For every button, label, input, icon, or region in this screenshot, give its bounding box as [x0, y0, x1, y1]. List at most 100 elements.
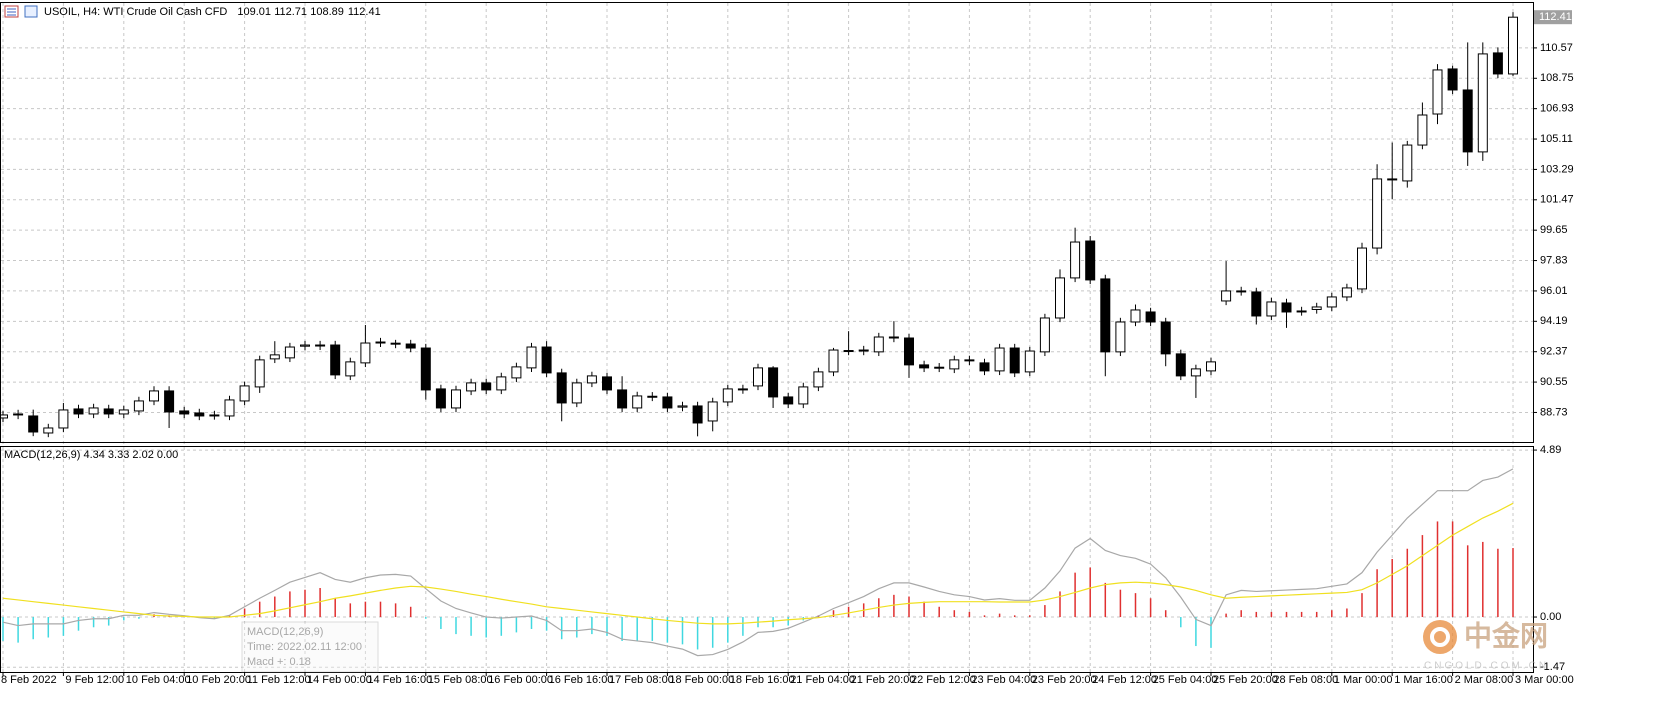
- candle-body: [360, 342, 371, 364]
- x-tick-label: 15 Feb 08:00: [428, 674, 493, 686]
- y-tick-label: 92.37: [1540, 346, 1568, 358]
- candle-body: [1145, 311, 1156, 323]
- x-tick-label: 10 Feb 20:00: [186, 674, 251, 686]
- histogram-bar: [1300, 611, 1303, 618]
- histogram-bar: [832, 610, 835, 618]
- tooltip: MACD(12,26,9) Time: 2022.02.11 12:00 Mac…: [241, 621, 379, 673]
- histogram-bar: [983, 615, 986, 618]
- candle-body: [632, 395, 643, 409]
- x-tick-label: 21 Feb 20:00: [851, 674, 916, 686]
- candle-body: [1296, 310, 1307, 313]
- candle-body: [133, 400, 144, 412]
- price-pane-border: [0, 2, 1534, 443]
- candle-body: [1251, 291, 1262, 317]
- histogram-bar: [545, 617, 548, 631]
- y-tick-label: 0.00: [1540, 611, 1561, 623]
- candle-body: [300, 344, 310, 347]
- watermark-text: 中金网: [1464, 619, 1548, 651]
- histogram-bar: [1119, 589, 1122, 618]
- histogram-bar: [1346, 608, 1348, 618]
- histogram-bar: [500, 617, 503, 636]
- histogram-bar: [349, 603, 352, 618]
- candle-body: [496, 376, 507, 391]
- histogram-bar: [666, 617, 669, 643]
- histogram-bar: [1029, 615, 1031, 618]
- histogram-bar: [92, 617, 95, 628]
- x-tick-label: 14 Feb 00:00: [307, 674, 372, 686]
- candle-body: [949, 359, 960, 370]
- y-tick-label: 106.93: [1540, 103, 1574, 115]
- candle-body: [435, 388, 446, 409]
- x-tick-label: 25 Feb 20:00: [1213, 674, 1278, 686]
- histogram-bar: [1421, 535, 1424, 618]
- candle-body: [541, 346, 552, 374]
- candle-body: [707, 401, 718, 422]
- candle-body: [1024, 350, 1035, 373]
- candle-body: [1236, 290, 1247, 293]
- candle-body: [1039, 317, 1050, 353]
- watermark: 中金网 CNGOLD.COM.CN: [1423, 619, 1548, 672]
- candle-body: [1326, 296, 1337, 308]
- histogram-bar: [515, 617, 518, 633]
- header-high: 112.71: [274, 6, 307, 18]
- histogram-bar: [606, 617, 608, 636]
- x-tick-label: 2 Mar 08:00: [1455, 674, 1514, 686]
- histogram-bar: [1013, 615, 1016, 618]
- histogram-bar: [2, 617, 4, 641]
- candle-body: [1492, 52, 1503, 75]
- candle-body: [768, 367, 779, 398]
- candle-body: [904, 337, 914, 366]
- histogram-bar: [1059, 591, 1061, 618]
- tooltip-line: Macd +: 0.18: [247, 656, 311, 668]
- candle-body: [813, 371, 824, 388]
- histogram-bar: [228, 615, 231, 618]
- histogram-bar: [727, 617, 729, 643]
- x-tick-label: 14 Feb 16:00: [367, 674, 432, 686]
- x-tick-label: 23 Feb 04:00: [971, 674, 1036, 686]
- histogram-bar: [1451, 521, 1454, 618]
- histogram-bar: [409, 606, 412, 618]
- candle-body: [28, 415, 39, 433]
- histogram-bar: [1255, 611, 1258, 618]
- x-tick-label: 16 Feb 00:00: [488, 674, 553, 686]
- histogram-bar: [1164, 610, 1167, 618]
- x-tick-label: 9 Feb 12:00: [65, 674, 124, 686]
- histogram-bar: [576, 617, 578, 638]
- candle-body: [1206, 361, 1216, 372]
- candle-body: [1085, 240, 1096, 281]
- candle-body: [224, 399, 235, 417]
- y-tick-label: 88.73: [1540, 406, 1568, 418]
- histogram-bar: [1482, 541, 1484, 618]
- candle-body: [13, 413, 24, 416]
- x-tick-label: 16 Feb 16:00: [549, 674, 614, 686]
- candle-body: [103, 408, 114, 415]
- candle-body: [315, 344, 326, 347]
- candle-body: [798, 386, 809, 405]
- histogram-bar: [742, 617, 744, 636]
- header-open: 109.01: [237, 6, 271, 18]
- histogram-bar: [379, 601, 382, 618]
- x-tick-label: 28 Feb 08:00: [1273, 674, 1338, 686]
- histogram-bar: [1240, 610, 1242, 618]
- x-tick-label: 21 Feb 04:00: [790, 674, 855, 686]
- histogram-bar: [1089, 567, 1091, 618]
- x-tick-label: 3 Mar 00:00: [1515, 674, 1574, 686]
- candle-body: [934, 366, 945, 369]
- x-tick-label: 10 Feb 04:00: [126, 674, 191, 686]
- histogram-bar: [908, 596, 910, 618]
- histogram-bar: [1497, 548, 1499, 618]
- candle-body: [390, 342, 401, 345]
- candle-body: [345, 361, 356, 377]
- candle-body: [1266, 301, 1277, 317]
- histogram-bar: [394, 603, 397, 618]
- y-tick-label: 108.75: [1540, 72, 1574, 84]
- macd-pane-border: [0, 446, 1534, 673]
- histogram-bar: [123, 617, 125, 621]
- candle-body: [828, 349, 839, 373]
- candle-body: [722, 388, 733, 403]
- chart-title: USOIL, H4: WTI Crude Oil Cash CFD: [44, 6, 227, 18]
- candle-body: [737, 388, 748, 391]
- histogram-bar: [1466, 545, 1469, 618]
- histogram-bar: [470, 617, 472, 636]
- x-tick-label: 25 Feb 04:00: [1153, 674, 1218, 686]
